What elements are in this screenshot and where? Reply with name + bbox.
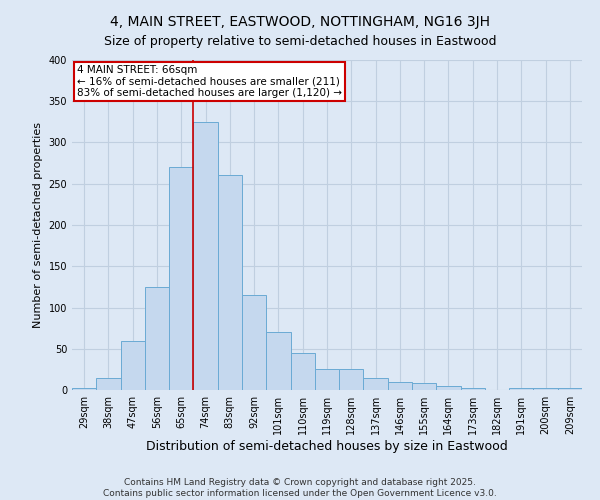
Bar: [461, 388, 485, 390]
Bar: [169, 167, 193, 390]
Y-axis label: Number of semi-detached properties: Number of semi-detached properties: [33, 122, 43, 328]
Bar: [242, 295, 266, 390]
Bar: [509, 388, 533, 390]
Bar: [388, 382, 412, 390]
X-axis label: Distribution of semi-detached houses by size in Eastwood: Distribution of semi-detached houses by …: [146, 440, 508, 453]
Bar: [121, 340, 145, 390]
Bar: [145, 287, 169, 390]
Bar: [266, 332, 290, 390]
Bar: [96, 378, 121, 390]
Bar: [290, 353, 315, 390]
Text: Contains HM Land Registry data © Crown copyright and database right 2025.
Contai: Contains HM Land Registry data © Crown c…: [103, 478, 497, 498]
Bar: [315, 370, 339, 390]
Bar: [558, 388, 582, 390]
Bar: [364, 378, 388, 390]
Bar: [412, 384, 436, 390]
Bar: [193, 122, 218, 390]
Bar: [339, 370, 364, 390]
Text: 4 MAIN STREET: 66sqm
← 16% of semi-detached houses are smaller (211)
83% of semi: 4 MAIN STREET: 66sqm ← 16% of semi-detac…: [77, 65, 342, 98]
Bar: [533, 388, 558, 390]
Bar: [436, 386, 461, 390]
Bar: [218, 176, 242, 390]
Text: Size of property relative to semi-detached houses in Eastwood: Size of property relative to semi-detach…: [104, 35, 496, 48]
Bar: [72, 388, 96, 390]
Text: 4, MAIN STREET, EASTWOOD, NOTTINGHAM, NG16 3JH: 4, MAIN STREET, EASTWOOD, NOTTINGHAM, NG…: [110, 15, 490, 29]
